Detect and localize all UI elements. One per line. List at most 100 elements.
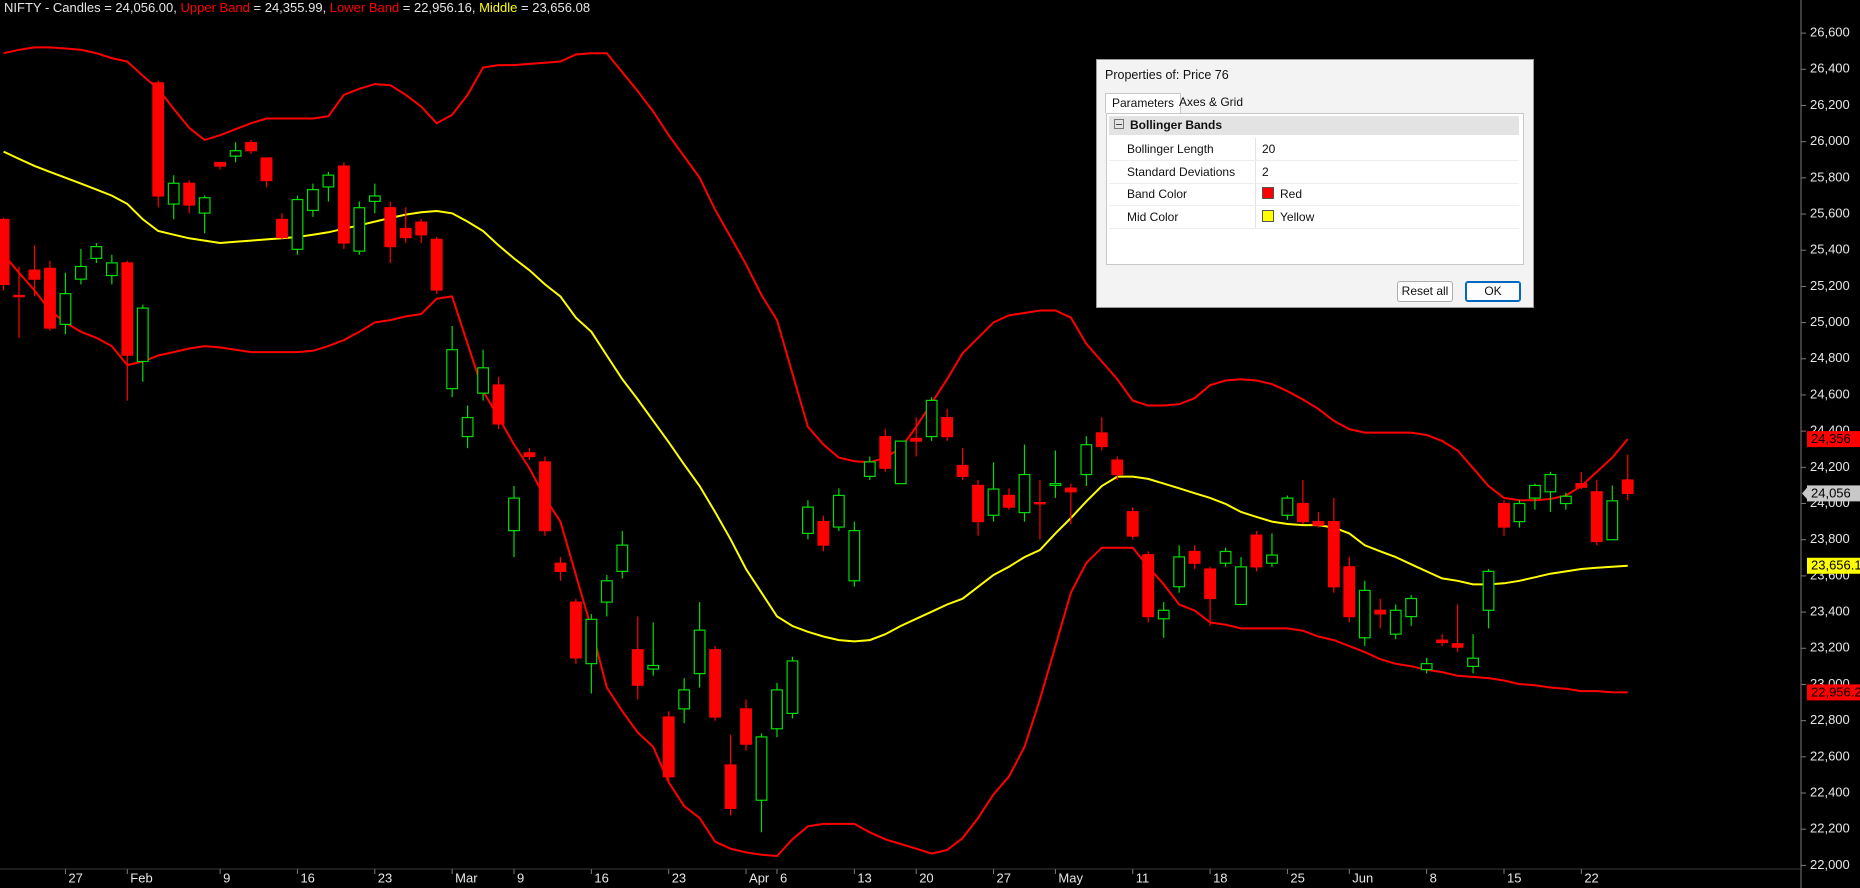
candle-body [105,262,118,277]
candle-body [353,207,366,252]
section-header[interactable]: Bollinger Bands [1109,116,1519,135]
separator: , [173,0,181,15]
parameter-row[interactable]: Standard Deviations 2 [1109,160,1519,184]
candle-body [1157,609,1170,620]
candle-body [1374,609,1387,615]
candle-body [1018,473,1031,514]
candle-body [1034,502,1046,505]
candle-body [724,764,737,809]
parameter-value[interactable]: 20 [1255,138,1275,160]
candle-body [1003,494,1015,508]
legend-value: 24,056.00 [115,0,174,15]
x-tick-label: 15 [1507,870,1521,885]
candle-body [832,494,845,528]
candle-body [430,238,443,291]
y-tick-label: 26,000 [1810,133,1850,148]
parameter-row[interactable]: Band Color Red [1109,183,1519,206]
candle-body [492,384,505,425]
parameter-value[interactable]: Red [1255,183,1302,205]
y-tick-label: 26,400 [1810,61,1850,76]
parameter-row[interactable]: Mid Color Yellow [1109,205,1519,229]
properties-dialog: Properties of: Price 76 Parameters Axes … [1096,59,1534,308]
y-tick-label: 23,400 [1810,604,1850,619]
parameter-row[interactable]: Bollinger Length 20 [1109,138,1519,161]
candle-body [1219,550,1232,564]
candle-body [121,262,134,356]
legend-name: Lower Band [329,0,400,15]
tab[interactable]: Parameters [1105,93,1182,113]
candle-body [214,161,227,167]
parameter-value-text: Yellow [1280,209,1315,224]
candle-body [1513,502,1526,523]
x-tick-label: 11 [1136,870,1150,885]
candle-body [941,416,954,438]
candle-body [322,174,335,188]
candle-body [1436,639,1449,644]
candle-body [786,660,799,715]
y-tick-label: 23,200 [1810,640,1850,655]
tab[interactable]: Axes & Grid [1179,95,1244,109]
color-swatch [1262,187,1274,199]
candle-body [0,218,10,286]
parameter-label: Standard Deviations [1127,164,1236,179]
x-tick-label: 18 [1213,870,1227,885]
candle-body [1544,473,1557,493]
x-tick-label: 27 [68,870,82,885]
candle-body [1590,491,1603,543]
x-tick-label: Mar [455,870,478,885]
y-tick-label: 26,200 [1810,97,1850,112]
x-tick-label: 16 [300,870,314,885]
candle-body [1142,554,1155,618]
candle-body [1080,444,1093,476]
symbol: NIFTY [4,0,42,15]
candle-body [1296,502,1309,523]
candle-body [306,189,319,212]
legend-value: 24,355.99 [264,0,323,15]
color-swatch [1262,209,1274,222]
candle-body [1064,487,1077,493]
parameter-label: Bollinger Length [1127,142,1214,156]
candle-body [1389,609,1402,635]
parameter-value-text: 20 [1262,142,1276,156]
candle-body [245,141,257,152]
candle-body [1621,479,1634,494]
y-tick-label: 24,800 [1810,350,1850,365]
y-tick-label: 22,400 [1810,784,1850,799]
legend-name: Middle [479,0,518,15]
y-tick-label: 24,600 [1810,386,1850,401]
y-tick-label: 22,200 [1810,821,1850,836]
candle-body [1482,570,1495,611]
legend-name: Candles [52,0,101,15]
y-tick-label: 25,600 [1810,205,1850,220]
candle-body [817,521,830,546]
candle-body [1281,497,1294,516]
candle-body [1111,459,1124,476]
candle-body [600,580,613,603]
x-tick-label: 9 [517,870,524,885]
candle-body [662,716,675,778]
candle-body [972,484,985,523]
parameter-value[interactable]: 2 [1255,160,1269,183]
candle-body [987,488,1000,516]
candle-body [1049,483,1062,487]
reset-button[interactable]: Reset all [1397,281,1453,302]
candle-body [1528,484,1541,499]
candle-body [771,689,783,730]
candle-body [28,269,41,280]
candle-body [879,435,892,469]
separator: = [517,0,533,15]
candle-body [291,198,304,250]
candle-body [384,207,397,248]
parameter-value[interactable]: Yellow [1255,205,1315,228]
collapse-icon[interactable] [1114,119,1124,129]
candle-body [74,265,87,280]
y-tick-label: 23,800 [1810,531,1850,546]
ok-button[interactable]: OK [1465,281,1521,302]
candle-body [399,227,412,239]
y-tick-label: 25,000 [1810,314,1850,329]
candle-body [415,221,428,236]
candle-body [1498,502,1510,528]
candle-body [1126,511,1139,537]
